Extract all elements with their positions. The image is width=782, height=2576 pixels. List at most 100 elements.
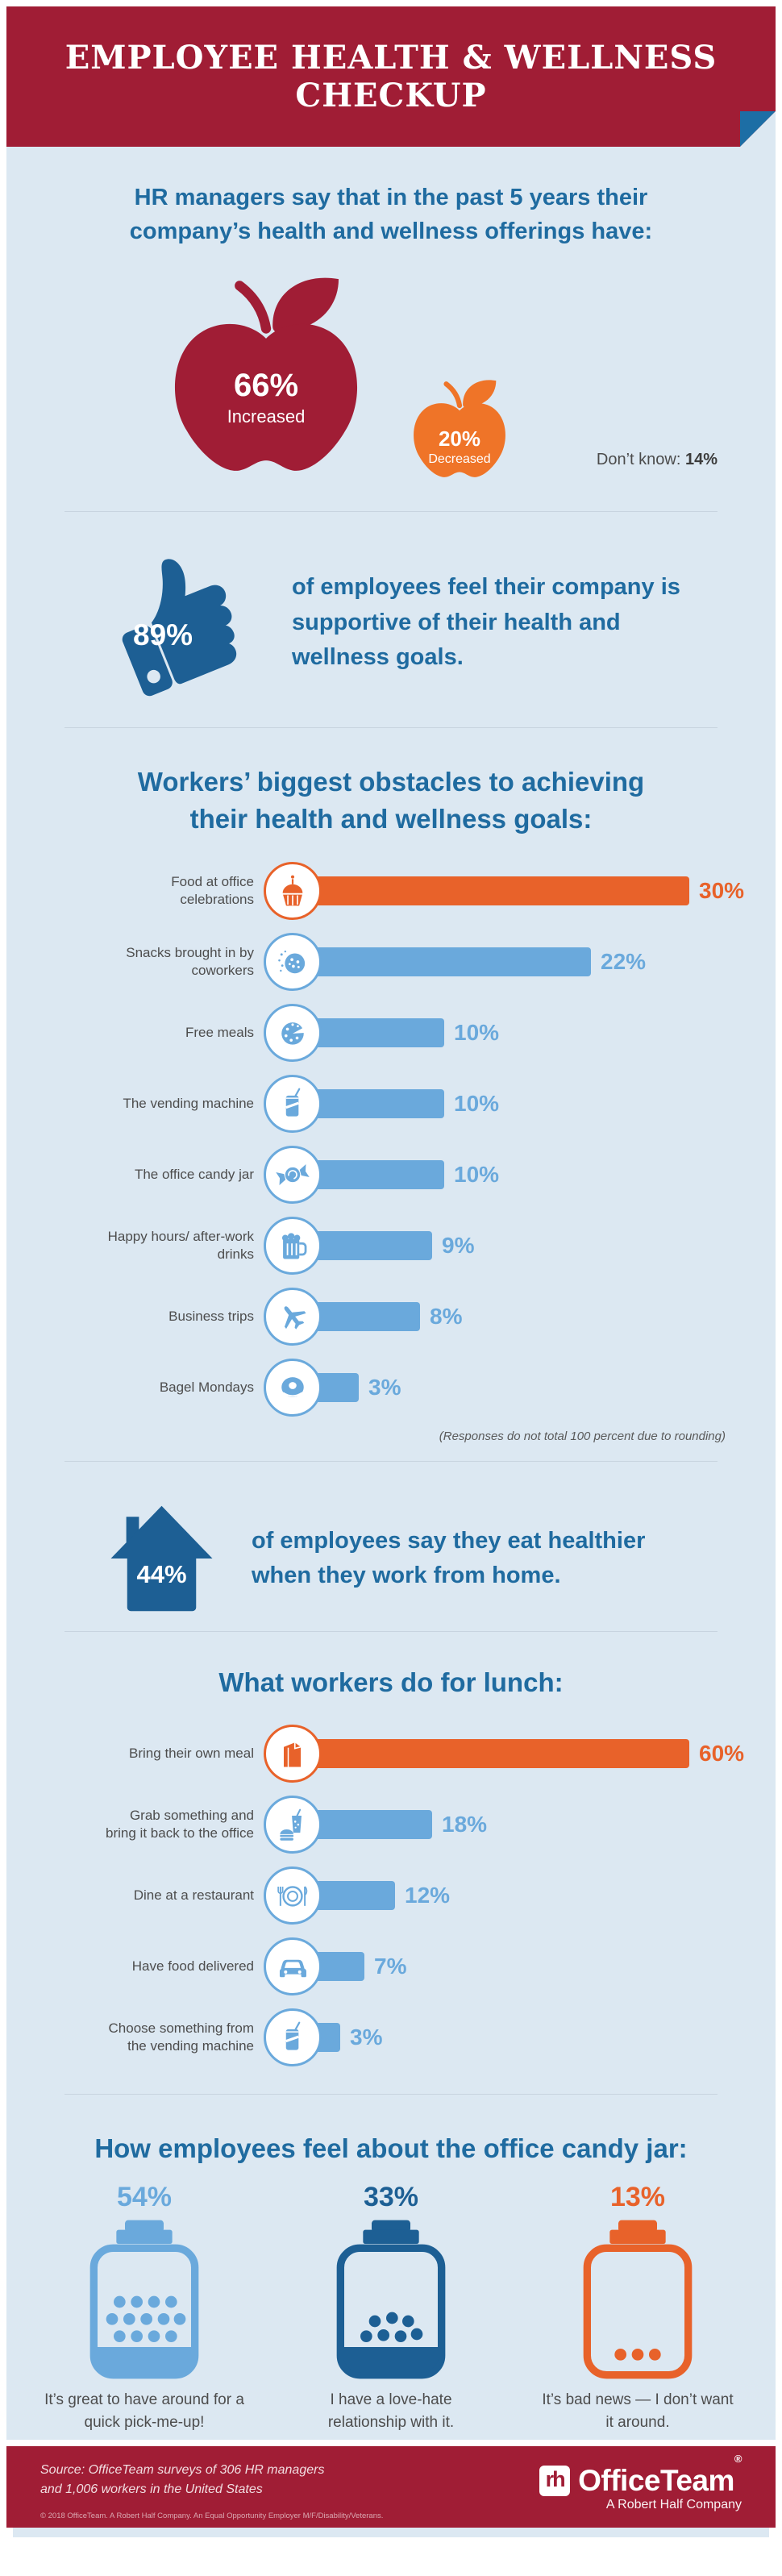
footer-banner: Source: OfficeTeam surveys of 306 HR man… — [6, 2445, 776, 2528]
source-note: Source: OfficeTeam surveys of 306 HR man… — [40, 2462, 325, 2496]
bar-value: 7% — [374, 1953, 407, 1979]
bar-label: Bring their own meal — [129, 1745, 254, 1761]
bar-label: Choose something from the vending machin… — [108, 2020, 254, 2054]
bar-value: 10% — [454, 1162, 500, 1188]
header-banner: EMPLOYEE HEALTH & WELLNESS CHECKUP — [6, 6, 776, 147]
logo-name: OfficeTeam® — [578, 2452, 742, 2497]
bar-label: The office candy jar — [134, 1167, 254, 1183]
dont-know-stat: Don’t know: 14% — [596, 451, 718, 469]
cookie-icon — [264, 933, 322, 992]
divider — [64, 1631, 718, 1633]
candy-jar-title: How employees feel about the office cand… — [94, 2133, 688, 2163]
increased-apple-icon: 66% Increased — [145, 273, 387, 490]
bar-value: 12% — [405, 1882, 451, 1908]
soda-can-icon — [264, 1075, 322, 1134]
house-icon: 44% — [107, 1502, 216, 1615]
takeout-icon — [264, 1795, 322, 1854]
bar-track: 30% — [293, 876, 776, 906]
work-from-home-text: of employees say they eat healthier when… — [252, 1527, 646, 1589]
bar-row: The vending machine 10% — [97, 1075, 776, 1134]
bar-row: Snacks brought in by coworkers 22% — [97, 933, 776, 992]
jar-caption: It’s great to have around for a quick pi… — [44, 2391, 244, 2432]
supportive-section: 89% of employees feel their company is s… — [6, 544, 776, 701]
bar-fill — [293, 1738, 689, 1768]
bar-track: 18% — [293, 1809, 776, 1839]
bar-value: 18% — [442, 1811, 488, 1837]
logo-tagline: A Robert Half Company — [605, 2497, 742, 2511]
divider — [64, 2093, 718, 2095]
page-title: EMPLOYEE HEALTH & WELLNESS CHECKUP — [64, 39, 718, 114]
bar-value: 30% — [699, 878, 745, 904]
bar-track: 12% — [293, 1880, 776, 1910]
bar-row: Grab something and bring it back to the … — [97, 1795, 776, 1854]
bar-track: 9% — [293, 1231, 776, 1261]
supportive-text: of employees feel their company is suppo… — [292, 574, 680, 671]
bar-label: Happy hours/ after-work drinks — [107, 1229, 254, 1263]
bar-row: Business trips 8% — [97, 1288, 776, 1346]
bar-row: Happy hours/ after-work drinks 9% — [97, 1217, 776, 1276]
bar-value: 9% — [442, 1233, 475, 1259]
infographic-body: HR managers say that in the past 5 years… — [6, 147, 776, 2440]
work-from-home-section: 44% of employees say they eat healthier … — [6, 1502, 776, 1615]
candy-icon — [264, 1146, 322, 1205]
bar-track: 22% — [293, 947, 776, 977]
candy-jar-empty-icon — [537, 2218, 738, 2379]
jar-caption: I have a love-hate relationship with it. — [327, 2391, 455, 2432]
bar-row: Dine at a restaurant 12% — [97, 1866, 776, 1925]
bar-label: Snacks brought in by coworkers — [126, 945, 254, 979]
candy-jar-chart: 54% It’s great to have — [6, 2182, 776, 2435]
lunch-title: What workers do for lunch: — [218, 1667, 564, 1698]
soda-can-icon — [264, 2008, 322, 2066]
bar-row: Bring their own meal 60% — [97, 1724, 776, 1783]
divider — [64, 511, 718, 513]
supportive-value: 89% — [133, 618, 193, 652]
candy-jar-item: 33% I have a love-hate relationship wi — [290, 2182, 492, 2435]
officeteam-logo: rh OfficeTeam® A Robert Half Company — [539, 2452, 742, 2512]
lunch-bag-icon — [264, 1724, 322, 1783]
bar-label: Food at office celebrations — [171, 874, 254, 908]
bar-label: Free meals — [185, 1025, 254, 1041]
rh-logo-mark: rh — [539, 2465, 571, 2496]
candy-jar-half-icon — [290, 2218, 492, 2379]
bar-row: Have food delivered 7% — [97, 1937, 776, 1995]
obstacles-title: Workers’ biggest obstacles to achieving … — [137, 767, 645, 834]
jar-caption: It’s bad news — I don’t want it around. — [542, 2391, 734, 2432]
candy-jar-item: 54% It’s great to have — [44, 2182, 245, 2435]
bar-label: Dine at a restaurant — [133, 1887, 254, 1903]
bar-row: Choose something from the vending machin… — [97, 2008, 776, 2066]
jar-value: 54% — [116, 2181, 173, 2212]
bar-track: 3% — [293, 2022, 776, 2052]
decreased-apple-icon: 20% Decreased — [399, 377, 520, 487]
car-icon — [264, 1937, 322, 1995]
divider — [64, 727, 718, 729]
bar-value: 22% — [601, 949, 647, 975]
lunch-chart: Bring their own meal 60% Grab something an… — [97, 1724, 776, 2066]
bar-label: Business trips — [168, 1309, 254, 1325]
bagel-icon — [264, 1359, 322, 1417]
jar-value: 13% — [609, 2181, 666, 2212]
cupcake-icon — [264, 862, 322, 921]
bar-value: 8% — [430, 1304, 463, 1330]
work-from-home-value: 44% — [136, 1560, 187, 1589]
bar-row: The office candy jar 10% — [97, 1146, 776, 1205]
corner-fold-decoration — [740, 111, 776, 147]
bar-track: 10% — [293, 1018, 776, 1048]
bar-track: 3% — [293, 1373, 776, 1403]
dont-know-value: 14% — [684, 451, 718, 469]
thumbs-up-icon: 89% — [91, 544, 256, 701]
bar-label: Have food delivered — [131, 1958, 254, 1974]
bar-track: 10% — [293, 1089, 776, 1119]
beer-mug-icon — [264, 1217, 322, 1276]
bar-value: 10% — [454, 1091, 500, 1117]
offerings-section: 66% Increased 20% Decreased Don’t k — [6, 273, 776, 490]
increased-label: Increased — [227, 406, 306, 427]
divider — [64, 1461, 718, 1463]
rounding-note: (Responses do not total 100 percent due … — [439, 1429, 726, 1444]
airplane-icon — [264, 1288, 322, 1346]
jar-value: 33% — [363, 2181, 419, 2212]
decreased-label: Decreased — [428, 452, 491, 466]
bar-value: 60% — [699, 1740, 745, 1766]
decreased-value: 20% — [438, 427, 481, 452]
bar-track: 10% — [293, 1160, 776, 1190]
